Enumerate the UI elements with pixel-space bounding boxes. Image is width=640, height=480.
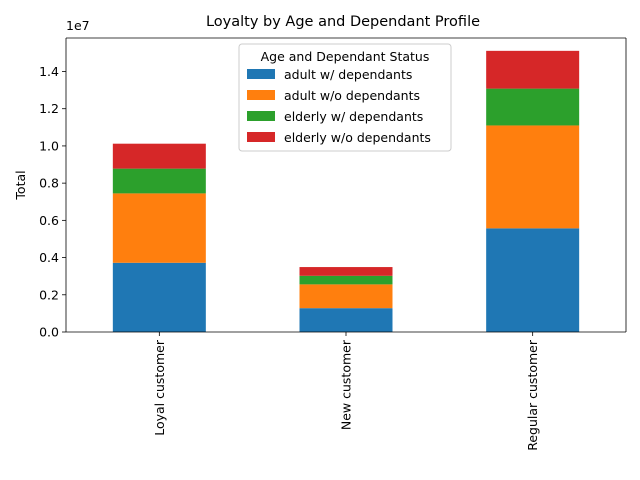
legend: Age and Dependant Status adult w/ dependa… <box>238 43 452 152</box>
legend-entry-label: elderly w/o dependants <box>284 130 431 145</box>
legend-swatch <box>247 90 275 100</box>
legend-frame <box>238 43 452 152</box>
bar-segment <box>486 88 580 126</box>
legend-swatch <box>247 69 275 79</box>
bar-segment <box>112 193 206 263</box>
legend-entry-label: adult w/ dependants <box>284 67 412 82</box>
bars-group <box>112 50 580 332</box>
bar-segment <box>486 125 580 229</box>
y-tick-label: 0.4 <box>39 250 59 265</box>
y-tick-label: 0.2 <box>39 287 59 302</box>
legend-title: Age and Dependant Status <box>261 49 430 64</box>
legend-swatch <box>247 111 275 121</box>
legend-entry-label: elderly w/ dependants <box>284 109 423 124</box>
x-tick-label: Regular customer <box>525 339 540 451</box>
y-tick-label: 1.0 <box>39 138 59 153</box>
legend-swatch <box>247 132 275 142</box>
y-tick-label: 0.0 <box>39 325 59 340</box>
y-tick-label: 1.2 <box>39 101 59 116</box>
bar-segment <box>112 168 206 194</box>
bar-segment <box>486 50 580 89</box>
legend-entry-label: adult w/o dependants <box>284 88 420 103</box>
chart-title: Loyalty by Age and Dependant Profile <box>206 14 480 30</box>
bar-segment <box>299 267 393 276</box>
y-axis-label: Total <box>13 170 28 200</box>
bar-segment <box>299 275 393 285</box>
bar-segment <box>112 143 206 169</box>
y-ticks-group: 0.0 0.2 0.4 0.6 0.8 1.0 1.2 1.4 <box>39 64 66 340</box>
y-tick-label: 0.8 <box>39 176 59 191</box>
x-tick-label: Loyal customer <box>152 339 167 436</box>
y-tick-label: 1.4 <box>39 64 59 79</box>
x-ticks-group: Loyal customer New customer Regular custom… <box>152 332 540 451</box>
x-tick-label: New customer <box>339 339 354 430</box>
bar-segment <box>299 284 393 309</box>
y-tick-label: 0.6 <box>39 213 59 228</box>
bar-segment <box>486 228 580 332</box>
bar-segment <box>299 308 393 332</box>
y-offset-label: 1e7 <box>66 18 90 33</box>
bar-segment <box>112 262 206 332</box>
